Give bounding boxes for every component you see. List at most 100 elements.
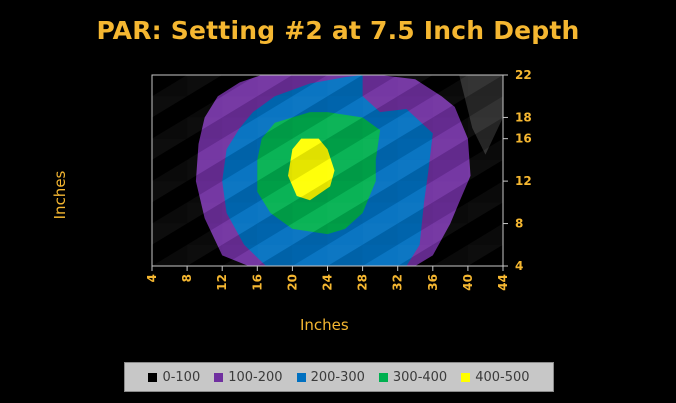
- region-corner-shade: [459, 75, 503, 155]
- mesh-facet: [292, 181, 328, 203]
- mesh-facet: [187, 117, 223, 139]
- mesh-facet: [397, 223, 433, 245]
- mesh-facet: [327, 202, 363, 224]
- legend-label: 100-200: [228, 369, 283, 385]
- mesh-facet: [187, 138, 223, 160]
- mesh-facet: [362, 138, 398, 160]
- mesh-facet: [222, 223, 258, 245]
- mesh-facet: [327, 138, 363, 160]
- mesh-facet: [292, 96, 328, 118]
- mesh-facet: [362, 75, 398, 97]
- legend-label: 400-500: [475, 369, 530, 385]
- mesh-facet: [467, 96, 503, 118]
- mesh-facet: [467, 96, 503, 118]
- mesh-facet: [187, 181, 223, 203]
- mesh-facet: [397, 244, 433, 266]
- mesh-facet: [397, 202, 433, 224]
- mesh-facet: [187, 223, 223, 245]
- x-tick-label: 32: [391, 274, 405, 291]
- y-tick-label: 18: [515, 110, 532, 124]
- mesh-facet: [467, 181, 503, 203]
- chart-title: PAR: Setting #2 at 7.5 Inch Depth: [96, 16, 580, 45]
- mesh-facet: [257, 181, 293, 203]
- mesh-facet: [362, 138, 398, 160]
- mesh-facet: [362, 117, 398, 139]
- x-tick-label: 28: [356, 274, 370, 291]
- mesh-facet: [362, 75, 398, 97]
- mesh-facet: [152, 117, 188, 139]
- mesh-facet: [222, 96, 258, 118]
- mesh-facet: [187, 75, 223, 97]
- legend-item: 0-100: [148, 370, 200, 385]
- mesh-facet: [397, 244, 433, 266]
- mesh-facet: [187, 181, 223, 203]
- mesh-facet: [257, 202, 293, 224]
- mesh-facet: [467, 117, 503, 139]
- mesh-facet: [327, 96, 363, 118]
- mesh-facet: [432, 181, 468, 203]
- mesh-facet: [222, 96, 258, 118]
- mesh-facet: [327, 202, 363, 224]
- mesh-facet: [187, 117, 223, 139]
- mesh-facet: [292, 138, 328, 160]
- legend-item: 200-300: [296, 370, 365, 385]
- mesh-facet: [187, 244, 223, 266]
- mesh-facet: [222, 202, 258, 224]
- mesh-facet: [362, 159, 398, 182]
- x-tick-label: 16: [250, 274, 264, 291]
- mesh-facet: [152, 244, 188, 266]
- mesh-facet: [397, 75, 433, 97]
- mesh-facet: [257, 244, 293, 266]
- legend-item: 100-200: [214, 369, 283, 385]
- mesh-facet: [432, 75, 468, 97]
- mesh-facet: [187, 202, 223, 224]
- mesh-facet: [397, 117, 433, 139]
- y-tick-label: 16: [515, 132, 532, 146]
- mesh-facet: [222, 75, 258, 97]
- mesh-facet: [257, 223, 293, 245]
- mesh-facet: [152, 202, 188, 224]
- mesh-facet: [362, 96, 398, 118]
- legend-label: 0-100: [162, 369, 201, 385]
- mesh-facet: [467, 244, 503, 266]
- y-tick-label: 12: [515, 174, 532, 188]
- mesh-facet: [432, 159, 468, 182]
- mesh-facet: [257, 117, 293, 139]
- mesh-facet: [467, 244, 503, 266]
- mesh-facet: [292, 75, 328, 97]
- mesh-facet: [222, 181, 258, 203]
- mesh-facet: [187, 223, 223, 245]
- mesh-facet: [397, 181, 433, 203]
- mesh-facet: [152, 202, 188, 224]
- mesh-facet: [397, 96, 433, 118]
- mesh-facet: [432, 244, 468, 266]
- mesh-facet: [467, 202, 503, 224]
- mesh-facet: [187, 202, 223, 224]
- mesh-facet: [432, 138, 468, 160]
- mesh-facet: [292, 244, 328, 266]
- mesh-facet: [327, 75, 363, 97]
- x-tick-label: 40: [461, 274, 475, 291]
- mesh-facet: [292, 117, 328, 139]
- x-tick-label: 24: [321, 274, 335, 291]
- mesh-facet: [257, 138, 293, 160]
- mesh-facet: [257, 244, 293, 266]
- mesh-facet: [397, 181, 433, 203]
- mesh-facet: [327, 223, 363, 245]
- legend: 0-100 100-200 200-300 300-400 400-500: [124, 362, 554, 392]
- mesh-facet: [432, 202, 468, 224]
- mesh-facet: [362, 96, 398, 118]
- mesh-facet: [292, 138, 328, 160]
- mesh-facet: [292, 159, 328, 182]
- mesh-facet: [292, 117, 328, 139]
- mesh-facet: [327, 223, 363, 245]
- legend-label: 300-400: [392, 369, 448, 385]
- mesh-facet: [222, 223, 258, 245]
- mesh-facet: [222, 244, 258, 266]
- mesh-facet: [187, 75, 223, 97]
- mesh-facet: [257, 75, 293, 97]
- mesh-facet: [152, 244, 188, 266]
- mesh-facet: [257, 138, 293, 160]
- mesh-facet: [362, 181, 398, 203]
- mesh-facet: [432, 223, 468, 245]
